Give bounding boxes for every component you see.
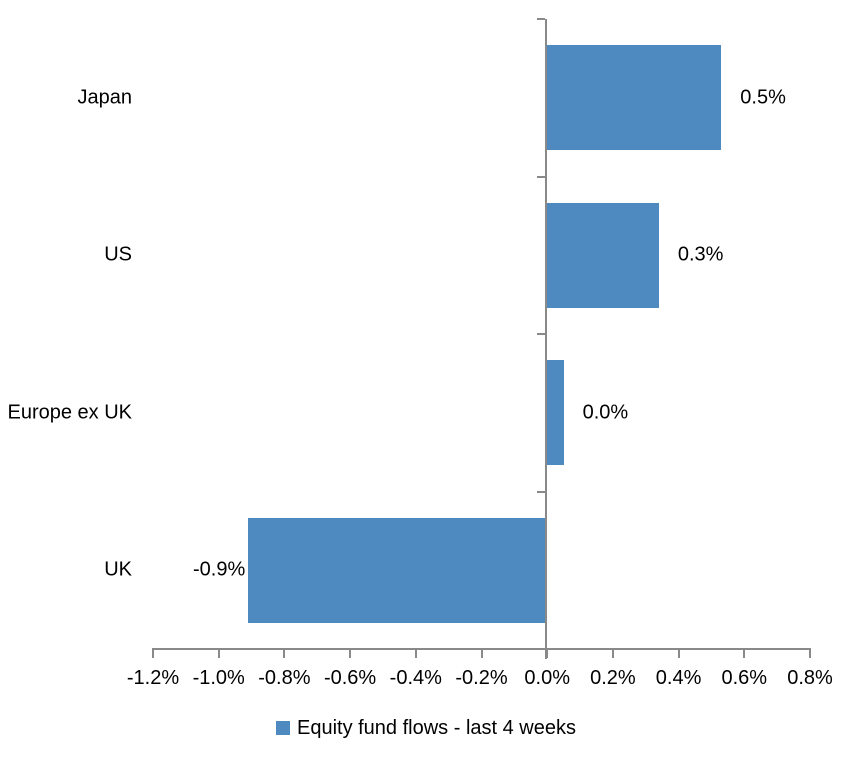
x-tick	[152, 648, 154, 658]
legend-label: Equity fund flows - last 4 weeks	[296, 716, 576, 739]
bar-japan	[547, 45, 722, 151]
x-tick	[546, 648, 549, 658]
x-tick-label: 0.4%	[655, 667, 702, 689]
x-tick-label: 0.6%	[721, 667, 768, 689]
x-tick	[217, 648, 220, 658]
x-tick	[349, 648, 352, 658]
x-tick-label: 0.0%	[524, 667, 570, 689]
x-tick	[283, 648, 286, 658]
category-label-japan: Japan	[77, 86, 133, 109]
bar-europe-ex-uk	[547, 360, 564, 466]
y-axis-line	[545, 19, 548, 659]
legend: Equity fund flows - last 4 weeks	[0, 714, 852, 742]
x-tick	[414, 648, 417, 658]
value-label-japan: 0.5%	[740, 86, 786, 109]
x-tick	[809, 648, 811, 658]
x-tick-label: -0.2%	[455, 667, 508, 689]
legend-swatch	[275, 721, 290, 735]
x-tick	[743, 648, 746, 658]
x-tick-label: -1.0%	[192, 667, 245, 689]
value-label-europe-ex-uk: 0.0%	[582, 401, 629, 424]
x-tick-label: 0.8%	[787, 667, 833, 689]
x-tick-label: 0.2%	[590, 667, 636, 689]
bar-uk	[248, 517, 548, 623]
x-tick-label: -0.8%	[258, 667, 311, 689]
category-label-uk: UK	[104, 558, 132, 581]
value-label-us: 0.3%	[677, 243, 724, 266]
x-tick-label: -1.2%	[126, 667, 180, 689]
category-tick	[537, 175, 546, 178]
category-tick	[537, 18, 546, 20]
x-tick-label: -0.6%	[323, 667, 377, 689]
value-label-uk: -0.9%	[193, 558, 246, 581]
x-tick	[480, 648, 483, 658]
category-tick	[537, 490, 546, 493]
bar-us	[547, 202, 659, 308]
category-tick	[537, 333, 546, 335]
category-label-europe-ex-uk: Europe ex UK	[7, 401, 132, 424]
category-label-us: US	[104, 243, 132, 266]
x-tick	[611, 648, 614, 658]
x-tick	[677, 648, 680, 658]
x-tick-label: -0.4%	[389, 667, 442, 689]
